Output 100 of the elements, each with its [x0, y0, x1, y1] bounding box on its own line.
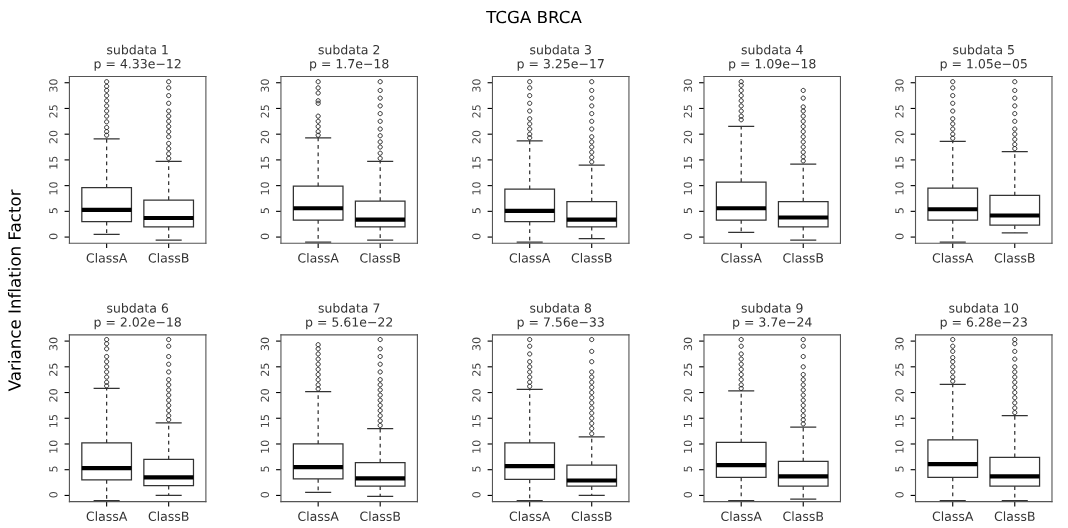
x-tick-label: ClassA — [721, 511, 762, 521]
y-tick-label: 20 — [472, 130, 481, 144]
y-tick-label: 15 — [49, 415, 58, 427]
chart-title: subdata 4 p = 1.09e−18 — [729, 44, 816, 71]
y-tick-label: 15 — [472, 156, 481, 169]
chart-title: subdata 1 p = 4.33e−12 — [94, 44, 181, 71]
y-tick-label: 5 — [260, 466, 270, 472]
y-tick-label: 15 — [683, 415, 693, 427]
y-tick-label: 15 — [895, 415, 904, 427]
x-tick-label: ClassA — [932, 252, 974, 263]
x-tick-label: ClassA — [509, 511, 551, 521]
chart-title: subdata 7 p = 5.61e−22 — [306, 303, 393, 330]
x-tick-label: ClassB — [783, 252, 824, 263]
y-tick-label: 10 — [260, 440, 270, 453]
x-tick-label: ClassA — [298, 511, 339, 521]
y-tick-label: 15 — [683, 156, 693, 169]
x-tick-label: ClassB — [994, 511, 1035, 521]
y-tick-label: 15 — [472, 415, 481, 427]
y-tick-label: 10 — [49, 440, 58, 453]
y-tick-label: 25 — [895, 363, 904, 376]
y-tick-label: 20 — [260, 389, 270, 402]
x-tick-label: ClassA — [298, 252, 339, 263]
y-tick-label: 0 — [472, 233, 481, 240]
y-tick-label: 30 — [472, 337, 481, 351]
chart-title: subdata 2 p = 1.7e−18 — [310, 44, 389, 71]
y-tick-label: 25 — [472, 363, 481, 376]
y-tick-label: 15 — [49, 156, 58, 169]
y-axis-title: Variance Inflation Factor — [7, 189, 21, 392]
x-tick-label: ClassA — [721, 252, 762, 263]
chart-title: subdata 8 p = 7.56e−33 — [517, 303, 604, 330]
y-tick-label: 10 — [895, 182, 904, 195]
x-tick-label: ClassB — [360, 252, 401, 263]
y-tick-label: 0 — [49, 491, 58, 498]
y-tick-label: 20 — [895, 130, 904, 144]
y-tick-label: 25 — [895, 105, 904, 118]
y-tick-label: 25 — [49, 363, 58, 376]
y-tick-label: 20 — [472, 389, 481, 402]
x-tick-label: ClassB — [148, 252, 189, 263]
x-tick-label: ClassB — [148, 511, 189, 521]
y-tick-label: 30 — [260, 79, 270, 92]
y-tick-label: 0 — [683, 491, 693, 498]
y-tick-label: 20 — [683, 130, 693, 144]
y-tick-label: 30 — [683, 79, 693, 92]
y-tick-label: 5 — [472, 208, 481, 214]
y-tick-label: 10 — [683, 440, 693, 453]
chart-title: subdata 10 p = 6.28e−23 — [940, 303, 1027, 330]
y-tick-label: 0 — [260, 233, 270, 240]
y-tick-label: 30 — [260, 337, 270, 351]
x-tick-label: ClassA — [86, 511, 128, 521]
y-tick-label: 30 — [49, 79, 58, 92]
y-tick-label: 0 — [472, 491, 481, 498]
y-tick-label: 15 — [260, 156, 270, 169]
chart-title: subdata 6 p = 2.02e−18 — [94, 303, 181, 330]
y-tick-label: 0 — [260, 491, 270, 498]
y-tick-label: 0 — [683, 233, 693, 240]
x-tick-label: ClassB — [571, 511, 612, 521]
y-tick-label: 0 — [895, 491, 904, 498]
y-tick-label: 5 — [472, 466, 481, 472]
y-tick-label: 30 — [895, 337, 904, 351]
chart-title: subdata 3 p = 3.25e−17 — [517, 44, 604, 71]
y-tick-label: 10 — [683, 182, 693, 195]
y-tick-label: 20 — [895, 389, 904, 402]
y-tick-label: 10 — [260, 182, 270, 195]
y-tick-label: 5 — [683, 466, 693, 472]
y-tick-label: 30 — [683, 337, 693, 351]
y-tick-label: 25 — [260, 105, 270, 118]
x-tick-label: ClassB — [360, 511, 401, 521]
y-tick-label: 25 — [683, 105, 693, 118]
x-tick-label: ClassB — [994, 252, 1035, 263]
y-tick-label: 25 — [472, 105, 481, 118]
x-tick-label: ClassB — [571, 252, 612, 263]
x-tick-label: ClassB — [783, 511, 824, 521]
y-tick-label: 5 — [260, 208, 270, 214]
y-tick-label: 5 — [683, 208, 693, 214]
y-tick-label: 0 — [895, 233, 904, 240]
x-tick-label: ClassA — [86, 252, 128, 263]
y-tick-label: 20 — [260, 130, 270, 144]
y-tick-label: 30 — [472, 79, 481, 92]
y-tick-label: 15 — [895, 156, 904, 169]
x-tick-label: ClassA — [509, 252, 551, 263]
y-tick-label: 5 — [49, 208, 58, 214]
y-tick-label: 15 — [260, 415, 270, 427]
y-tick-label: 25 — [683, 363, 693, 376]
y-tick-label: 10 — [472, 182, 481, 195]
chart-title: subdata 5 p = 1.05e−05 — [940, 44, 1027, 71]
y-tick-label: 20 — [49, 389, 58, 402]
y-tick-label: 10 — [49, 182, 58, 195]
y-tick-label: 10 — [472, 440, 481, 453]
chart-title: subdata 9 p = 3.7e−24 — [733, 303, 812, 330]
x-tick-label: ClassA — [932, 511, 974, 521]
y-tick-label: 20 — [49, 130, 58, 144]
y-tick-label: 5 — [895, 466, 904, 472]
y-tick-label: 10 — [895, 440, 904, 453]
y-tick-label: 0 — [49, 233, 58, 240]
y-tick-label: 30 — [895, 79, 904, 92]
y-tick-label: 5 — [49, 466, 58, 472]
y-tick-label: 5 — [895, 208, 904, 214]
y-tick-label: 20 — [683, 389, 693, 402]
y-tick-label: 25 — [260, 363, 270, 376]
text: TCGA BRCA — [486, 10, 582, 24]
